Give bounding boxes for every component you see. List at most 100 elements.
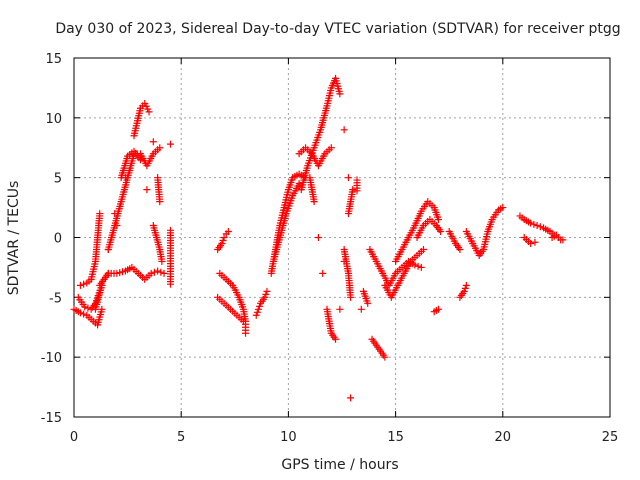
data-point: [80, 280, 88, 288]
chart-title: Day 030 of 2023, Sidereal Day-to-day VTE…: [55, 21, 620, 37]
y-axis: -15 -10 -5 0 5 10 15: [41, 52, 610, 426]
data-point: [98, 281, 106, 289]
x-tick-label: 5: [177, 430, 185, 445]
data-point: [157, 268, 165, 276]
data-point: [150, 268, 158, 276]
data-series-seg24: [445, 228, 464, 253]
data-point: [224, 228, 232, 236]
data-point: [261, 293, 269, 301]
y-tick-label: 10: [45, 112, 62, 127]
data-series-seg7: [214, 228, 232, 253]
data-point: [154, 267, 162, 275]
x-tick-label: 25: [602, 430, 619, 445]
data-series-seg4: [96, 263, 168, 289]
data-point: [156, 198, 164, 206]
data-point: [340, 126, 348, 134]
data-point: [160, 269, 168, 277]
data-series-seg3: [76, 210, 104, 289]
data-point: [219, 236, 227, 244]
x-tick-label: 20: [495, 430, 512, 445]
data-point: [364, 299, 372, 307]
data-point: [499, 204, 507, 212]
data-point: [80, 310, 88, 318]
data-point: [149, 138, 157, 146]
data-point: [314, 234, 322, 241]
data-point: [419, 245, 427, 253]
data-point: [76, 309, 84, 317]
data-series-seg10: [252, 287, 271, 319]
data-point: [166, 280, 174, 288]
data-point: [143, 186, 151, 194]
data-point: [84, 304, 92, 312]
x-axis-label: GPS time / hours: [281, 457, 398, 473]
data-point: [145, 108, 153, 116]
data-point: [220, 234, 228, 241]
data-point: [461, 284, 469, 292]
data-point: [96, 210, 104, 218]
data-point: [254, 305, 262, 313]
data-point: [263, 287, 271, 295]
data-series-seg17: [347, 176, 365, 402]
data-point: [98, 305, 106, 313]
data-series-seg13: [297, 74, 352, 194]
data-point: [434, 216, 442, 224]
data-point: [527, 239, 535, 247]
data-point: [255, 302, 263, 310]
data-point: [218, 239, 226, 247]
data-point: [347, 293, 355, 301]
data-point: [158, 257, 166, 265]
data-point: [156, 144, 164, 152]
data-points: [70, 74, 567, 402]
data-series-seg6: [166, 140, 174, 288]
data-point: [462, 281, 470, 289]
data-point: [411, 261, 419, 269]
data-series-seg25: [456, 281, 470, 301]
data-point: [559, 236, 567, 244]
data-point: [253, 308, 261, 316]
data-point: [295, 180, 303, 188]
data-series-seg26: [462, 204, 507, 259]
data-series-seg28: [520, 234, 539, 247]
data-series-seg2: [74, 147, 166, 313]
data-series-seg9: [214, 293, 247, 325]
data-point: [347, 394, 355, 402]
data-point: [239, 317, 247, 325]
data-point: [332, 335, 340, 343]
y-tick-label: -15: [41, 411, 62, 426]
data-series-seg14: [295, 144, 335, 170]
data-point: [414, 262, 422, 270]
data-point: [531, 238, 539, 246]
x-tick-label: 0: [70, 430, 78, 445]
grid: [74, 58, 610, 417]
data-point: [437, 228, 445, 236]
data-point: [262, 290, 270, 298]
data-series-seg18: [359, 287, 389, 361]
data-point: [533, 222, 541, 230]
data-point: [252, 311, 260, 319]
x-tick-label: 10: [280, 430, 297, 445]
data-point: [336, 305, 344, 313]
data-point: [381, 353, 389, 361]
data-point: [349, 186, 357, 194]
data-series-seg22: [413, 216, 445, 241]
data-series-seg8: [216, 269, 250, 337]
data-point: [147, 269, 155, 277]
data-point: [456, 245, 464, 253]
data-point: [166, 140, 174, 148]
data-series-seg16: [340, 245, 355, 301]
y-tick-label: 15: [45, 52, 62, 67]
data-series-seg29: [548, 231, 567, 244]
data-point: [357, 305, 365, 313]
data-point: [310, 198, 318, 206]
data-point: [81, 303, 89, 311]
data-point: [460, 287, 468, 295]
y-axis-label: SDTVAR / TECUs: [6, 181, 22, 296]
data-series-seg5: [91, 144, 164, 313]
data-point: [417, 263, 425, 271]
data-point: [327, 144, 335, 152]
data-point: [353, 187, 361, 195]
y-tick-label: 5: [54, 172, 62, 187]
y-tick-label: 0: [54, 232, 62, 247]
data-point: [530, 220, 538, 228]
